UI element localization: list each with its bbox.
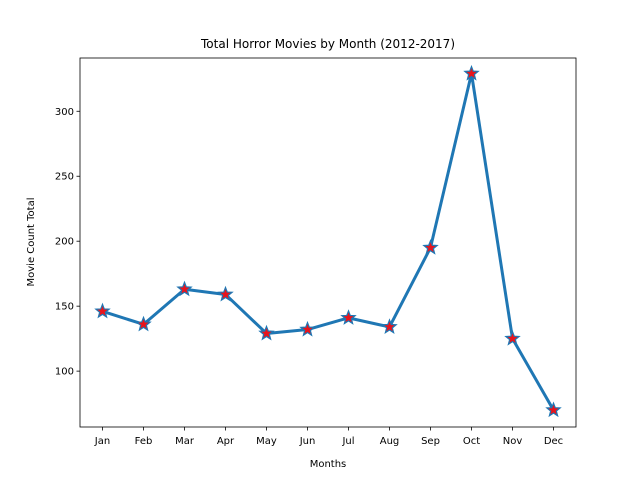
data-point-star <box>340 309 357 325</box>
data-point-star <box>299 320 316 337</box>
data-point-star <box>545 401 562 418</box>
data-point-star <box>381 318 398 334</box>
data-point-star <box>217 285 234 302</box>
x-tick-label: Jun <box>299 436 316 447</box>
plot-area: Jan Feb Mar Apr May Jun Jul Aug Sep Oct Nov Dec 100 1… <box>55 64 563 447</box>
data-point-star <box>422 239 439 255</box>
data-point-star <box>258 324 275 341</box>
y-axis-label: Movie Count Total <box>26 197 37 286</box>
x-tick-label: Dec <box>544 436 563 447</box>
y-tick-label: 300 <box>55 107 74 118</box>
chart-title: Total Horror Movies by Month (2012-2017) <box>200 37 455 51</box>
x-tick-label: Jan <box>94 436 110 447</box>
x-tick-label: Oct <box>463 436 480 447</box>
y-tick-label: 200 <box>55 237 74 248</box>
x-tick-label: Sep <box>421 436 440 447</box>
x-tick-label: Jul <box>341 436 354 447</box>
data-point-star <box>504 329 521 346</box>
x-axis-label: Months <box>310 459 347 470</box>
data-point-star <box>176 280 193 297</box>
x-tick-label: May <box>256 436 277 447</box>
x-tick-label: Aug <box>380 436 400 447</box>
y-tick-label: 250 <box>55 172 74 183</box>
series-line <box>101 72 555 412</box>
plot-frame <box>79 57 577 428</box>
y-tick-label: 150 <box>55 302 74 313</box>
y-tick-label: 100 <box>55 367 74 378</box>
x-tick-label: Apr <box>217 436 235 447</box>
x-tick-label: Mar <box>175 436 195 447</box>
x-tick-label: Nov <box>503 436 523 447</box>
data-point-star <box>94 302 111 319</box>
x-tick-label: Feb <box>135 436 153 447</box>
data-point-star <box>135 315 152 332</box>
data-point-star <box>463 64 480 81</box>
